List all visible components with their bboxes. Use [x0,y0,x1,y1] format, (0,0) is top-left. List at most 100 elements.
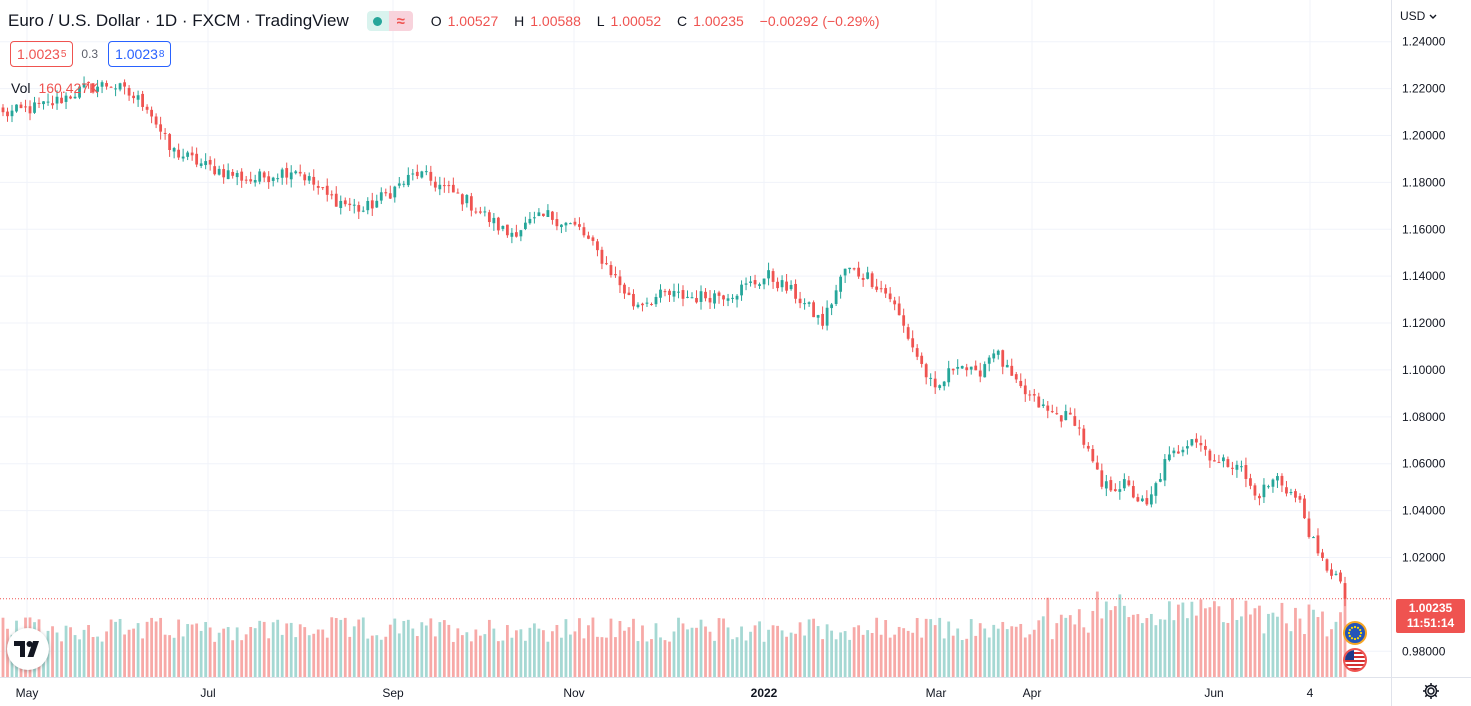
candle-body [753,280,757,285]
candle-body [258,171,262,182]
candle-body [384,192,388,194]
volume-bar [442,620,446,677]
candle-body [735,295,739,300]
volume-bar [276,619,280,677]
candle-body [361,210,365,212]
volume-bar [1199,599,1203,677]
volume-bar [821,639,825,677]
candle-body [1194,438,1198,443]
volume-bar [1005,629,1009,677]
volume-bar [996,628,1000,677]
volume-bar [492,628,496,677]
candle-body [82,83,86,88]
volume-bar [64,625,68,677]
volume-bar [1127,617,1131,677]
y-tick-label: 1.02000 [1402,550,1446,564]
candle-body [852,268,856,270]
volume-bar [605,637,608,677]
candle-body [1005,364,1009,368]
volume-bar [366,638,370,677]
x-tick-label: Apr [1023,686,1042,700]
candle-body [433,181,437,188]
volume-bar [181,636,185,677]
volume-bar [226,627,230,677]
volume-bar [127,629,131,677]
volume-bar [1213,601,1216,677]
volume-bar [1014,626,1018,677]
candle-body [501,226,505,229]
volume-bar [1325,636,1329,677]
candle-body [857,267,861,277]
delayed-data-icon[interactable]: ≈ [388,11,413,31]
volume-bar [352,626,356,677]
candle-body [1140,498,1144,502]
volume-bar [1136,614,1140,677]
candle-body [1280,475,1284,486]
chevron-down-icon [1429,14,1437,19]
volume-bar [695,627,698,677]
candle-body [708,297,712,303]
volume-bar [406,619,410,677]
candle-body [442,185,446,187]
buy-button[interactable]: 1.0023 8 [108,41,172,67]
candle-body [1267,486,1270,488]
symbol-title[interactable]: Euro / U.S. Dollar · 1D · FXCM · Trading… [8,11,349,30]
candle-body [15,104,18,112]
volume-bar [402,620,406,677]
volume-bar [1149,613,1153,677]
volume-legend[interactable]: Vol 160.427K [11,80,98,96]
y-tick-label: 1.06000 [1402,457,1446,471]
volume-bar [636,641,640,677]
volume-bar [573,631,577,677]
candle-body [875,286,879,290]
volume-bar [451,641,455,677]
candle-body [348,203,352,206]
candle-body [388,193,392,199]
last-price-value: 1.00235 [1408,601,1453,615]
candle-body [915,348,919,357]
volume-bar [136,623,140,677]
volume-bar [514,630,518,677]
candle-body [33,102,36,113]
y-tick-label: 1.24000 [1402,35,1446,49]
candle-body [785,281,788,291]
volume-bar [208,627,212,677]
candle-body [717,292,721,296]
candle-body [163,132,167,134]
volume-bar [591,617,595,677]
volume-bar [560,637,563,677]
volume-bar [199,630,203,677]
candle-body [37,102,41,104]
candle-body [100,82,104,87]
candle-body [803,303,806,305]
volume-bar [798,622,802,677]
volume-bar [1109,610,1113,677]
candle-body [798,298,802,304]
candle-body [555,219,559,227]
candle-body [87,81,90,83]
candle-body [1249,478,1252,486]
candle-body [551,211,554,220]
candle-body [1023,385,1027,395]
candle-body [1154,483,1158,496]
volume-bar [438,622,442,677]
currency-selector[interactable]: USD [1400,9,1437,23]
eu-flag-icon[interactable] [1343,621,1367,645]
x-tick-label: Jul [200,686,215,700]
us-flag-icon[interactable] [1343,648,1367,672]
candle-body [1240,466,1243,468]
candle-body [114,88,117,90]
volume-bar [357,619,361,677]
volume-bar [1154,625,1158,677]
market-open-status-icon[interactable] [366,11,389,31]
sell-button[interactable]: 1.0023 5 [10,41,74,67]
candle-body [406,174,410,186]
volume-bar [767,629,770,677]
volume-bar [456,628,460,677]
candle-body [686,296,689,298]
volume-bar [1050,639,1054,677]
tradingview-logo-icon[interactable] [7,628,49,670]
market-status[interactable]: ≈ [366,11,413,31]
gear-icon[interactable] [1421,681,1441,701]
